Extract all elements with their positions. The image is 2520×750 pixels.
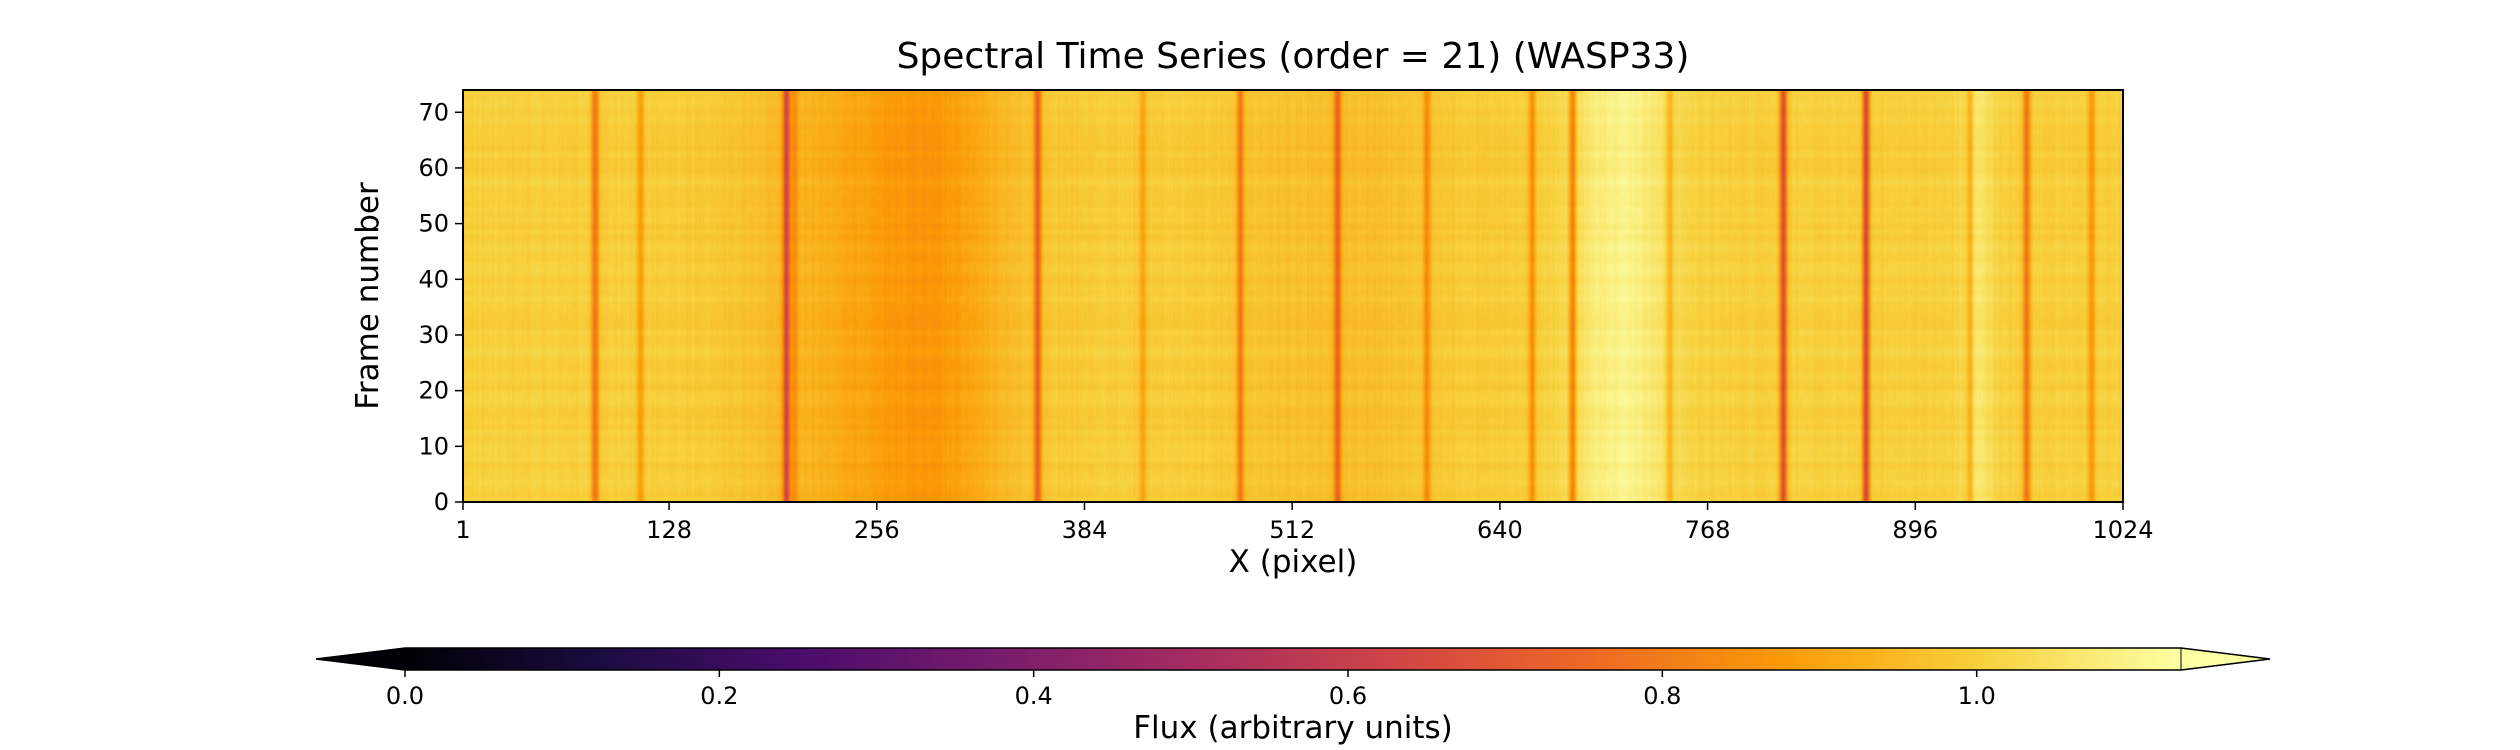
x-tick-label: 640: [1477, 516, 1523, 544]
heatmap-image: [463, 90, 2123, 502]
colorbar-body: [405, 648, 2181, 670]
colorbar-ticks: 0.0 0.2 0.4 0.6 0.8 1.0: [386, 670, 1996, 710]
y-tick-label: 20: [418, 377, 449, 405]
colorbar-tick-label: 1.0: [1958, 682, 1996, 710]
x-tick-label: 896: [1892, 516, 1938, 544]
colorbar-extend-low: [315, 647, 406, 671]
colorbar-tick-label: 0.8: [1643, 682, 1681, 710]
y-tick-label: 70: [418, 98, 449, 126]
x-tick-label: 768: [1685, 516, 1731, 544]
y-tick-label: 40: [418, 265, 449, 293]
y-tick-label: 0: [434, 488, 449, 516]
colorbar-tick-label: 0.0: [386, 682, 424, 710]
x-tick-label: 1024: [2092, 516, 2153, 544]
x-tick-label: 1: [455, 516, 470, 544]
y-tick-label: 60: [418, 154, 449, 182]
x-tick-label: 384: [1062, 516, 1108, 544]
y-tick-label: 30: [418, 321, 449, 349]
plot-frame: [462, 89, 2124, 503]
y-tick-label: 50: [418, 210, 449, 238]
colorbar-tick-label: 0.6: [1329, 682, 1367, 710]
x-tick-label: 128: [646, 516, 692, 544]
x-tick-label: 512: [1269, 516, 1315, 544]
y-tick-label: 10: [418, 432, 449, 460]
colorbar-label: Flux (arbitrary units): [1133, 710, 1453, 746]
x-axis: 1 128 256 384 512 640 768 896 1024: [455, 502, 2154, 544]
colorbar-tick-label: 0.2: [700, 682, 738, 710]
colorbar: 0.0 0.2 0.4 0.6 0.8 1.0 Flux (arbitrary units…: [315, 647, 2271, 746]
y-axis-label: Frame number: [350, 182, 386, 410]
colorbar-extend-high: [2180, 647, 2271, 671]
chart-title: Spectral Time Series (order = 21) (WASP3…: [897, 36, 1690, 77]
colorbar-tick-label: 0.4: [1015, 682, 1053, 710]
x-tick-label: 256: [854, 516, 900, 544]
heatmap-area: [463, 90, 2123, 502]
y-axis: 0 10 20 30 40 50 60 70: [418, 98, 463, 516]
x-axis-label: X (pixel): [1229, 544, 1358, 580]
